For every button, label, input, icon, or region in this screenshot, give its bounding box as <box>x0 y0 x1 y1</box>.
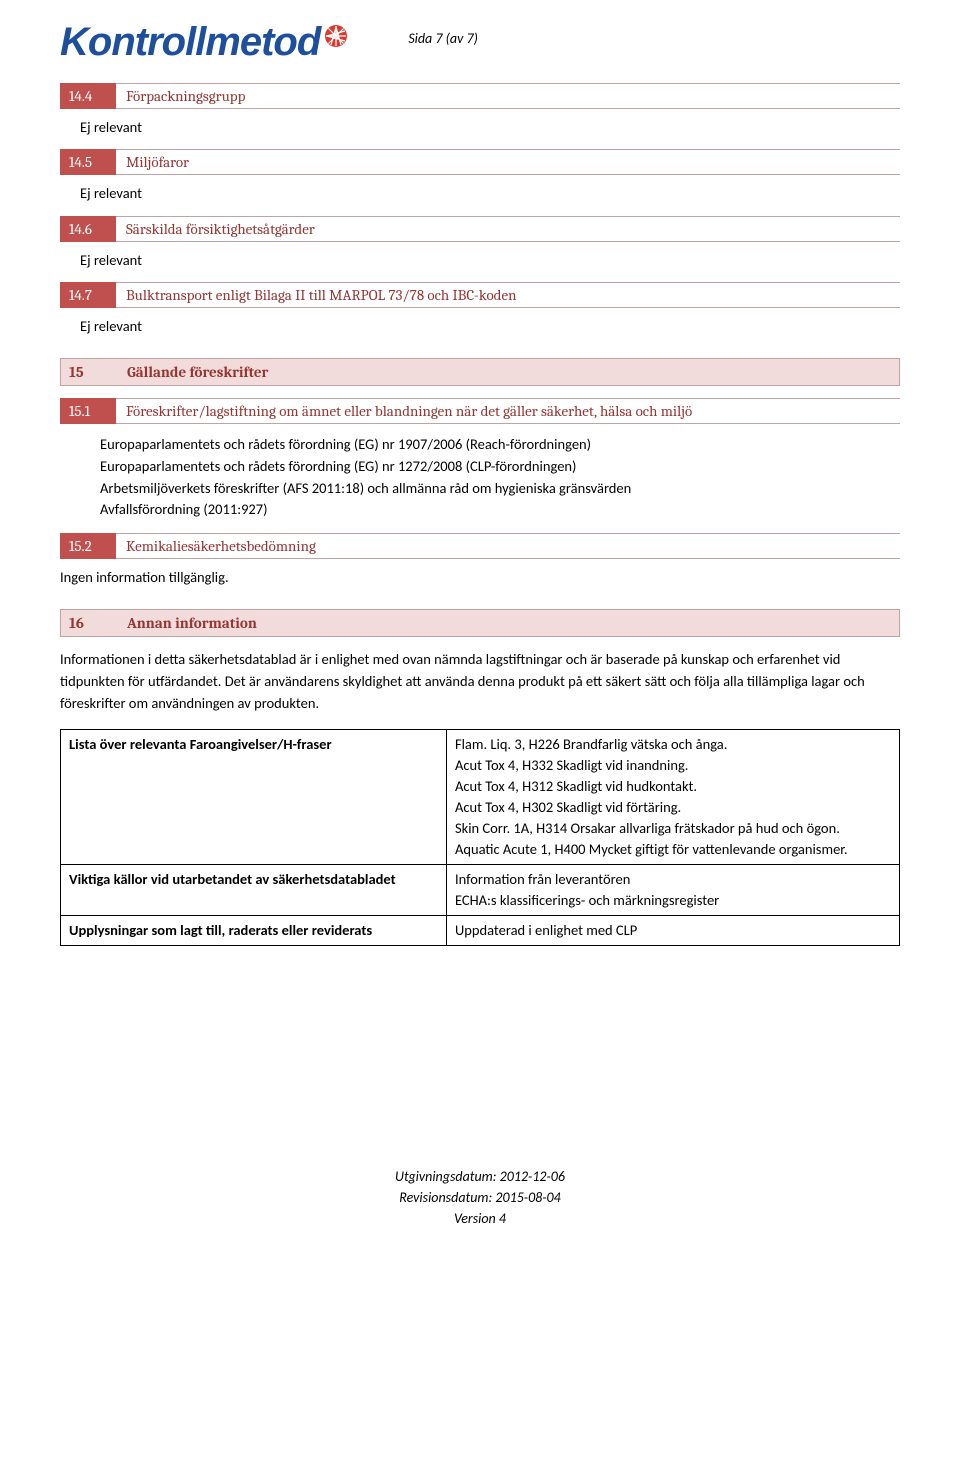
subsection-number: 15.2 <box>60 533 116 559</box>
subsection-15-1: 15.1 Föreskrifter/lagstiftning om ämnet … <box>60 398 900 424</box>
table-cell-left: Viktiga källor vid utarbetandet av säker… <box>61 864 447 915</box>
table-cell-left: Lista över relevanta Faroangivelser/H-fr… <box>61 729 447 864</box>
section-16-paragraph: Informationen i detta säkerhetsdatablad … <box>60 649 900 714</box>
section-15: 15 Gällande föreskrifter <box>60 358 900 386</box>
logo-text: Kontrollmetod <box>60 20 320 65</box>
table-cell-right: Information från leverantören ECHA:s kla… <box>446 864 899 915</box>
footer-revision-date: Revisionsdatum: 2015-08-04 <box>60 1187 900 1208</box>
subsection-body: Ej relevant <box>80 316 900 336</box>
hazard-line: Skin Corr. 1A, H314 Orsakar allvarliga f… <box>455 818 891 839</box>
subsection-title: Förpackningsgrupp <box>116 83 900 109</box>
subsection-14-4: 14.4 Förpackningsgrupp <box>60 83 900 109</box>
page-indicator: Sida 7 (av 7) <box>408 30 478 47</box>
document-footer: Utgivningsdatum: 2012-12-06 Revisionsdat… <box>60 1166 900 1229</box>
subsection-body: Europaparlamentets och rådets förordning… <box>100 434 900 521</box>
subsection-title: Föreskrifter/lagstiftning om ämnet eller… <box>116 398 900 424</box>
hazard-line: Flam. Liq. 3, H226 Brandfarlig vätska oc… <box>455 734 891 755</box>
subsection-14-6: 14.6 Särskilda försiktighetsåtgärder <box>60 216 900 242</box>
section-number: 16 <box>61 610 117 636</box>
subsection-number: 14.5 <box>60 149 116 175</box>
subsection-body: Ej relevant <box>80 117 900 137</box>
hazard-line: Acut Tox 4, H312 Skadligt vid hudkontakt… <box>455 776 891 797</box>
subsection-title: Särskilda försiktighetsåtgärder <box>116 216 900 242</box>
subsection-title: Bulktransport enligt Bilaga II till MARP… <box>116 282 900 308</box>
subsection-title: Kemikaliesäkerhetsbedömning <box>116 533 900 559</box>
regulation-line: Arbetsmiljöverkets föreskrifter (AFS 201… <box>100 478 900 500</box>
section-title: Annan information <box>117 610 899 636</box>
subsection-number: 15.1 <box>60 398 116 424</box>
document-header: Kontrollmetod Sida 7 (av 7) <box>60 20 900 65</box>
subsection-14-5: 14.5 Miljöfaror <box>60 149 900 175</box>
hazard-line: Aquatic Acute 1, H400 Mycket giftigt för… <box>455 839 891 860</box>
source-line: Information från leverantören <box>455 869 891 890</box>
subsection-15-2: 15.2 Kemikaliesäkerhetsbedömning <box>60 533 900 559</box>
hazard-line: Acut Tox 4, H332 Skadligt vid inandning. <box>455 755 891 776</box>
table-cell-left: Upplysningar som lagt till, raderats ell… <box>61 915 447 945</box>
subsection-14-7: 14.7 Bulktransport enligt Bilaga II till… <box>60 282 900 308</box>
table-row: Upplysningar som lagt till, raderats ell… <box>61 915 900 945</box>
section-title: Gällande föreskrifter <box>117 359 899 385</box>
info-table: Lista över relevanta Faroangivelser/H-fr… <box>60 729 900 946</box>
logo: Kontrollmetod <box>60 20 348 65</box>
revision-line: Uppdaterad i enlighet med CLP <box>455 920 891 941</box>
source-line: ECHA:s klassificerings- och märkningsreg… <box>455 890 891 911</box>
section-16: 16 Annan information <box>60 609 900 637</box>
table-row: Lista över relevanta Faroangivelser/H-fr… <box>61 729 900 864</box>
table-cell-right: Uppdaterad i enlighet med CLP <box>446 915 899 945</box>
subsection-body: Ingen information tillgänglig. <box>60 567 900 587</box>
subsection-body: Ej relevant <box>80 183 900 203</box>
logo-star-icon <box>324 24 348 48</box>
subsection-number: 14.7 <box>60 282 116 308</box>
table-cell-right: Flam. Liq. 3, H226 Brandfarlig vätska oc… <box>446 729 899 864</box>
footer-version: Version 4 <box>60 1208 900 1229</box>
subsection-body: Ej relevant <box>80 250 900 270</box>
subsection-title: Miljöfaror <box>116 149 900 175</box>
regulation-line: Europaparlamentets och rådets förordning… <box>100 456 900 478</box>
subsection-number: 14.6 <box>60 216 116 242</box>
footer-issue-date: Utgivningsdatum: 2012-12-06 <box>60 1166 900 1187</box>
table-row: Viktiga källor vid utarbetandet av säker… <box>61 864 900 915</box>
section-number: 15 <box>61 359 117 385</box>
regulation-line: Europaparlamentets och rådets förordning… <box>100 434 900 456</box>
hazard-line: Acut Tox 4, H302 Skadligt vid förtäring. <box>455 797 891 818</box>
regulation-line: Avfallsförordning (2011:927) <box>100 499 900 521</box>
subsection-number: 14.4 <box>60 83 116 109</box>
